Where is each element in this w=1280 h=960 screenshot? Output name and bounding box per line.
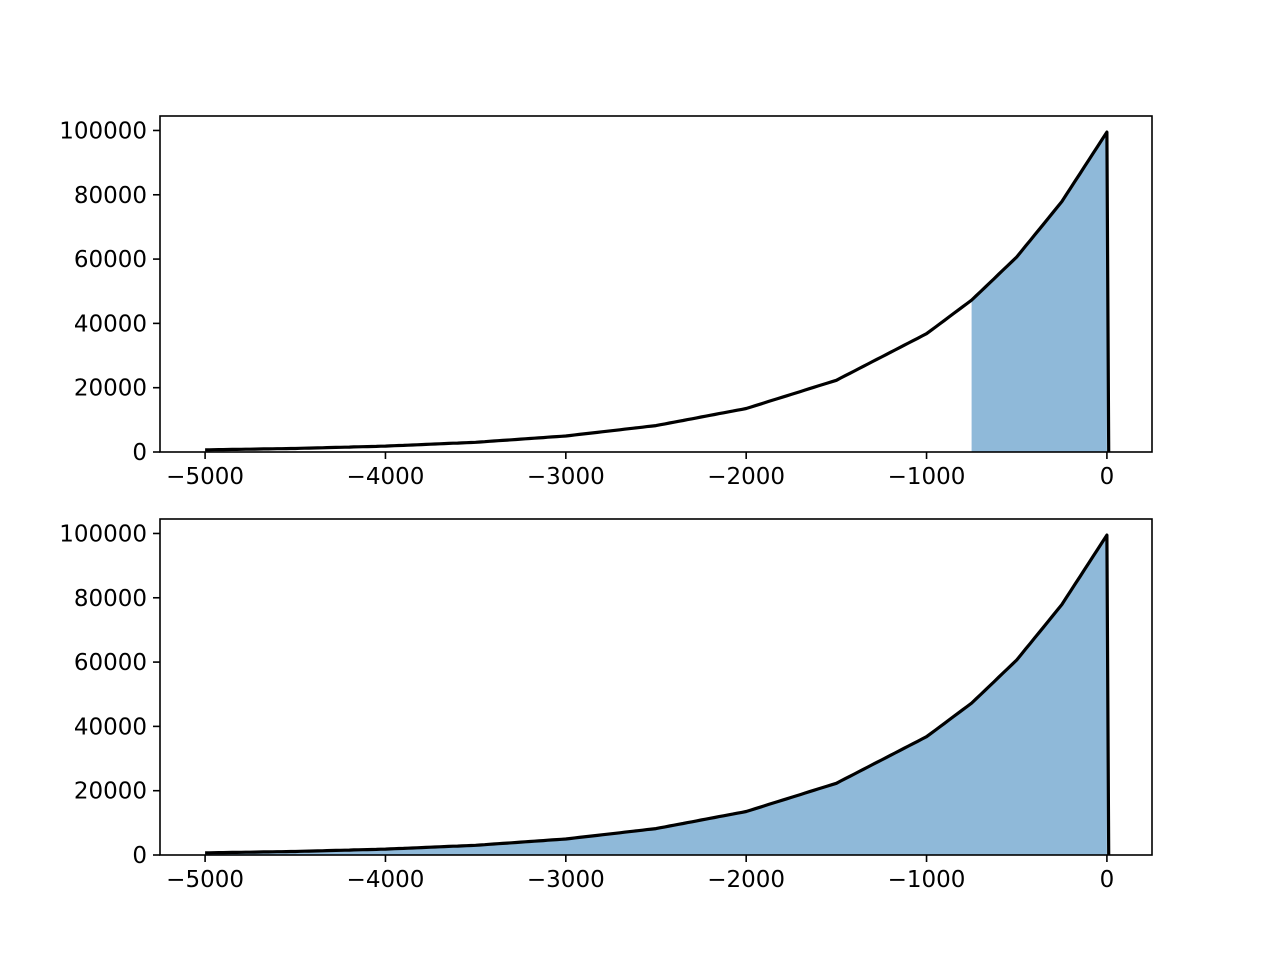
axes-frame bbox=[159, 115, 1153, 453]
y-tick-label: 100000 bbox=[59, 118, 147, 144]
series-line bbox=[205, 533, 1111, 856]
x-tick-label: −3000 bbox=[527, 867, 605, 893]
x-tick-label: 0 bbox=[1100, 867, 1115, 893]
plot-top: −5000 −4000 −3000 −2000 −1000 0 0 20000 40000 600… bbox=[59, 115, 1153, 490]
y-tick-label: 80000 bbox=[74, 586, 147, 612]
series-line bbox=[205, 130, 1111, 453]
y-tick-label: 0 bbox=[132, 440, 147, 466]
x-tick-label: 0 bbox=[1100, 464, 1115, 490]
axes-frame bbox=[159, 518, 1153, 856]
x-tick-label: −2000 bbox=[707, 867, 785, 893]
y-tick-label: 100000 bbox=[59, 521, 147, 547]
x-tick-label: −4000 bbox=[347, 867, 425, 893]
y-tick-label: 40000 bbox=[74, 311, 147, 337]
y-tick-label: 60000 bbox=[74, 650, 147, 676]
x-tick-label: −3000 bbox=[527, 464, 605, 490]
y-tick-label: 40000 bbox=[74, 714, 147, 740]
x-tick-label: −5000 bbox=[166, 464, 244, 490]
y-tick-label: 0 bbox=[132, 843, 147, 869]
fill-area bbox=[205, 535, 1107, 855]
fill-area bbox=[971, 132, 1107, 452]
y-tick-label: 20000 bbox=[74, 779, 147, 805]
y-tick-label: 80000 bbox=[74, 183, 147, 209]
x-tick-label: −2000 bbox=[707, 464, 785, 490]
x-tick-label: −1000 bbox=[888, 464, 966, 490]
y-tick-label: 20000 bbox=[74, 376, 147, 402]
x-tick-label: −1000 bbox=[888, 867, 966, 893]
x-tick-label: −5000 bbox=[166, 867, 244, 893]
y-tick-label: 60000 bbox=[74, 247, 147, 273]
x-tick-label: −4000 bbox=[347, 464, 425, 490]
plot-bottom: −5000 −4000 −3000 −2000 −1000 0 0 20000 40000 600… bbox=[59, 518, 1153, 893]
